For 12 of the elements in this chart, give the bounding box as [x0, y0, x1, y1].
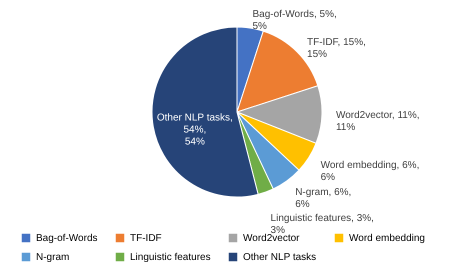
data-label: Bag-of-Words, 5%, 5%	[252, 9, 337, 32]
data-label: Word embedding, 6%, 6%	[320, 160, 420, 184]
legend-label: Bag-of-Words	[36, 233, 98, 244]
legend-label: Word2vector	[243, 233, 300, 244]
data-label: TF-IDF, 15%, 15%	[307, 36, 366, 60]
data-label: Word2vector, 11%, 11%	[336, 110, 420, 134]
data-label: Other NLP tasks, 54%, 54%	[156, 112, 233, 148]
legend-label: Linguistic features	[130, 252, 211, 262]
data-label: N-gram, 6%, 6%	[295, 187, 352, 210]
legend-label: Other NLP tasks	[243, 252, 316, 262]
legend-label: N-gram	[36, 252, 70, 262]
legend-label: TF-IDF	[130, 233, 162, 244]
